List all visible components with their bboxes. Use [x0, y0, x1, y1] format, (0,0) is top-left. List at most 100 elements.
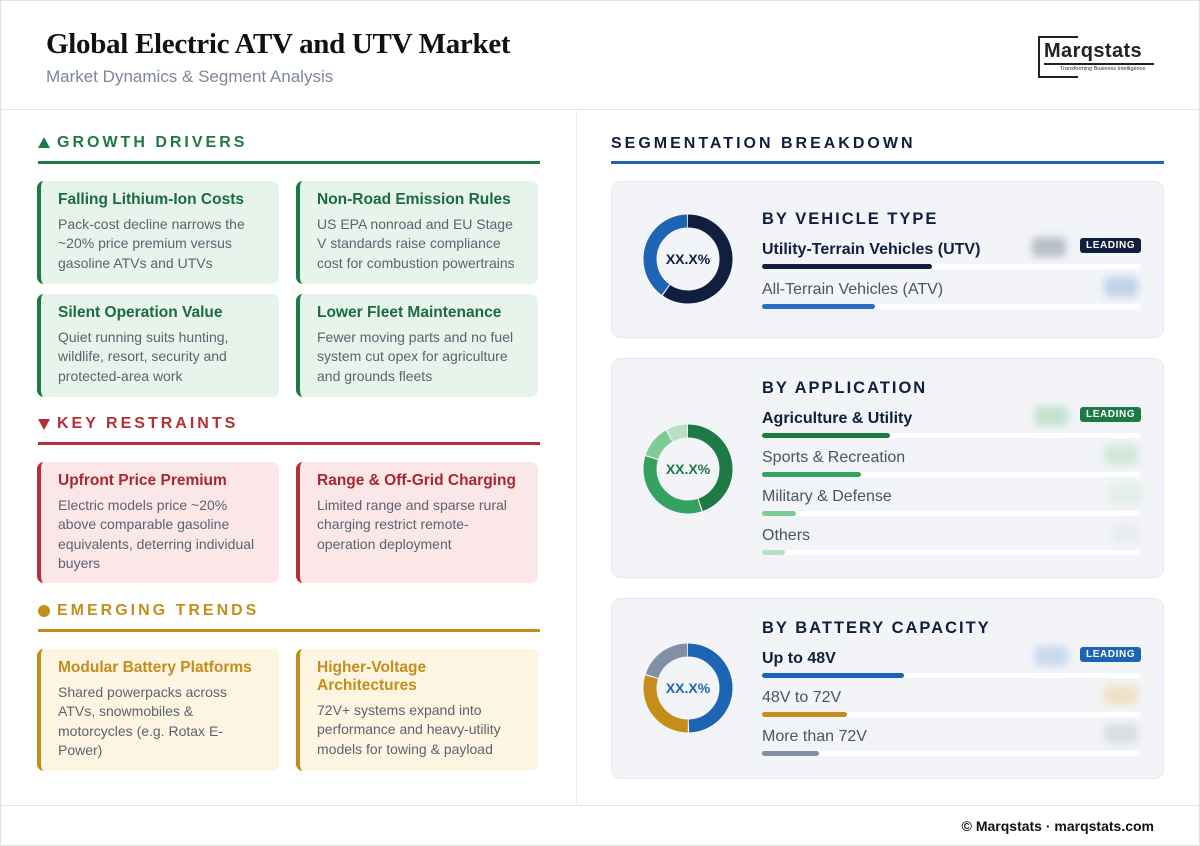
- blurred-share-value: [1104, 685, 1138, 705]
- driver-card: Non-Road Emission Rules US EPA nonroad a…: [296, 181, 538, 284]
- blurred-share-value: [1034, 646, 1068, 666]
- blurred-share-value: [1032, 237, 1066, 257]
- blurred-share-value: [1034, 406, 1068, 426]
- restraint-card-title: Range & Off-Grid Charging: [317, 472, 516, 489]
- donut-segment: [643, 643, 733, 733]
- share-bar-track: [762, 264, 1140, 269]
- key-restraints-heading: KEY RESTRAINTS: [38, 415, 540, 445]
- application-panel: XX.X% BY APPLICATION Agriculture & Utili…: [611, 358, 1164, 578]
- segment-label: Sports & Recreation: [762, 449, 906, 466]
- share-bar-fill: [762, 511, 797, 516]
- trend-card: Higher-Voltage Architectures 72V+ system…: [296, 649, 538, 771]
- segment-label: Others: [762, 527, 811, 544]
- segment-row: 48V to 72V: [762, 685, 1142, 729]
- footer: © Marqstats · marqstats.com: [0, 805, 1200, 846]
- segment-label: Utility-Terrain Vehicles (UTV): [762, 241, 981, 258]
- application-donut: XX.X%: [643, 424, 733, 514]
- triangle-down-icon: [38, 419, 50, 430]
- share-bar-track: [762, 472, 1140, 477]
- share-bar-fill: [762, 550, 785, 555]
- segment-row: Military & Defense: [762, 484, 1142, 528]
- segment-row: Utility-Terrain Vehicles (UTV) LEADING: [762, 237, 1142, 281]
- trend-card-title: Higher-Voltage Architectures: [317, 659, 427, 694]
- restraint-card-text: Electric models price ~20% above compara…: [58, 497, 255, 571]
- share-bar-fill: [762, 304, 876, 309]
- driver-card: Silent Operation Value Quiet running sui…: [37, 294, 279, 397]
- share-bar-track: [762, 550, 1140, 555]
- share-bar-track: [762, 304, 1140, 309]
- blurred-share-value: [1112, 523, 1140, 543]
- share-bar-fill: [762, 751, 819, 756]
- driver-card-title: Lower Fleet Maintenance: [317, 304, 502, 321]
- panel-title: BY APPLICATION: [762, 379, 928, 397]
- share-bar-fill: [762, 673, 904, 678]
- marqstats-logo: Marqstats Transforming Business Intellig…: [1038, 36, 1156, 80]
- segment-row: Others: [762, 523, 1142, 567]
- driver-card-text: Pack-cost decline narrows the ~20% price…: [58, 216, 245, 271]
- segment-row: Agriculture & Utility LEADING: [762, 406, 1142, 450]
- footer-credit: © Marqstats · marqstats.com: [961, 818, 1154, 834]
- trend-card: Modular Battery Platforms Shared powerpa…: [37, 649, 279, 771]
- trend-card-text: Shared powerpacks across ATVs, snowmobil…: [58, 684, 227, 758]
- driver-card: Lower Fleet Maintenance Fewer moving par…: [296, 294, 538, 397]
- blurred-share-value: [1104, 724, 1138, 744]
- logo-name: Marqstats: [1044, 40, 1143, 62]
- growth-drivers-label: GROWTH DRIVERS: [57, 134, 248, 151]
- segment-label: All-Terrain Vehicles (ATV): [762, 281, 944, 298]
- donut-segment: [643, 424, 733, 514]
- segment-row: Up to 48V LEADING: [762, 646, 1142, 690]
- circle-icon: [38, 605, 50, 617]
- share-bar-track: [762, 751, 1140, 756]
- logo-bracket: [1038, 36, 1078, 78]
- share-bar-track: [762, 712, 1140, 717]
- panel-title: BY BATTERY CAPACITY: [762, 619, 991, 637]
- donut-center-label: XX.X%: [666, 461, 711, 477]
- battery-capacity-panel: XX.X% BY BATTERY CAPACITY Up to 48V LEAD…: [611, 598, 1164, 779]
- driver-card-title: Silent Operation Value: [58, 304, 223, 321]
- driver-card-text: US EPA nonroad and EU Stage V standards …: [317, 216, 515, 271]
- trend-card-text: 72V+ systems expand into performance and…: [317, 702, 501, 757]
- segment-row: Sports & Recreation: [762, 445, 1142, 489]
- driver-card-text: Quiet running suits hunting, wildlife, r…: [58, 329, 229, 384]
- trend-card-title: Modular Battery Platforms: [58, 659, 252, 676]
- share-bar-track: [762, 673, 1140, 678]
- segmentation-heading: SEGMENTATION BREAKDOWN: [611, 130, 1164, 164]
- emerging-trends-heading: EMERGING TRENDS: [38, 602, 540, 632]
- blurred-share-value: [1104, 277, 1138, 297]
- leading-badge: LEADING: [1080, 238, 1142, 253]
- logo-tagline: Transforming Business Intelligence: [1060, 66, 1146, 72]
- share-bar-fill: [762, 712, 848, 717]
- segment-label: Up to 48V: [762, 650, 836, 667]
- leading-badge: LEADING: [1080, 647, 1142, 662]
- vehicle-type-panel: XX.X% BY VEHICLE TYPE Utility-Terrain Ve…: [611, 181, 1164, 338]
- vehicle-type-donut: XX.X%: [643, 214, 733, 304]
- donut-segment: [643, 214, 733, 304]
- logo-underline: [1044, 63, 1154, 65]
- triangle-up-icon: [38, 137, 50, 148]
- battery-capacity-donut: XX.X%: [643, 643, 733, 733]
- donut-segment: [643, 424, 733, 514]
- restraint-card: Range & Off-Grid Charging Limited range …: [296, 462, 538, 583]
- leading-badge: LEADING: [1080, 407, 1142, 422]
- panel-title: BY VEHICLE TYPE: [762, 210, 939, 228]
- blurred-share-value: [1104, 445, 1138, 465]
- share-bar-fill: [762, 433, 890, 438]
- driver-card-text: Fewer moving parts and no fuel system cu…: [317, 329, 514, 384]
- blurred-share-value: [1108, 484, 1142, 504]
- share-bar-fill: [762, 264, 933, 269]
- donut-center-label: XX.X%: [666, 680, 711, 696]
- donut-center-label: XX.X%: [666, 251, 711, 267]
- page-subtitle: Market Dynamics & Segment Analysis: [46, 67, 334, 86]
- share-bar-fill: [762, 472, 862, 477]
- segment-label: Agriculture & Utility: [762, 410, 913, 427]
- driver-card-title: Non-Road Emission Rules: [317, 191, 511, 208]
- share-bar-track: [762, 433, 1140, 438]
- emerging-trends-label: EMERGING TRENDS: [57, 602, 260, 619]
- segment-label: Military & Defense: [762, 488, 892, 505]
- restraint-card-text: Limited range and sparse rural charging …: [317, 497, 507, 552]
- share-bar-track: [762, 511, 1140, 516]
- restraint-card-title: Upfront Price Premium: [58, 472, 227, 489]
- page-title: Global Electric ATV and UTV Market: [46, 28, 511, 60]
- column-divider: [576, 111, 577, 805]
- donut-segment: [643, 214, 733, 304]
